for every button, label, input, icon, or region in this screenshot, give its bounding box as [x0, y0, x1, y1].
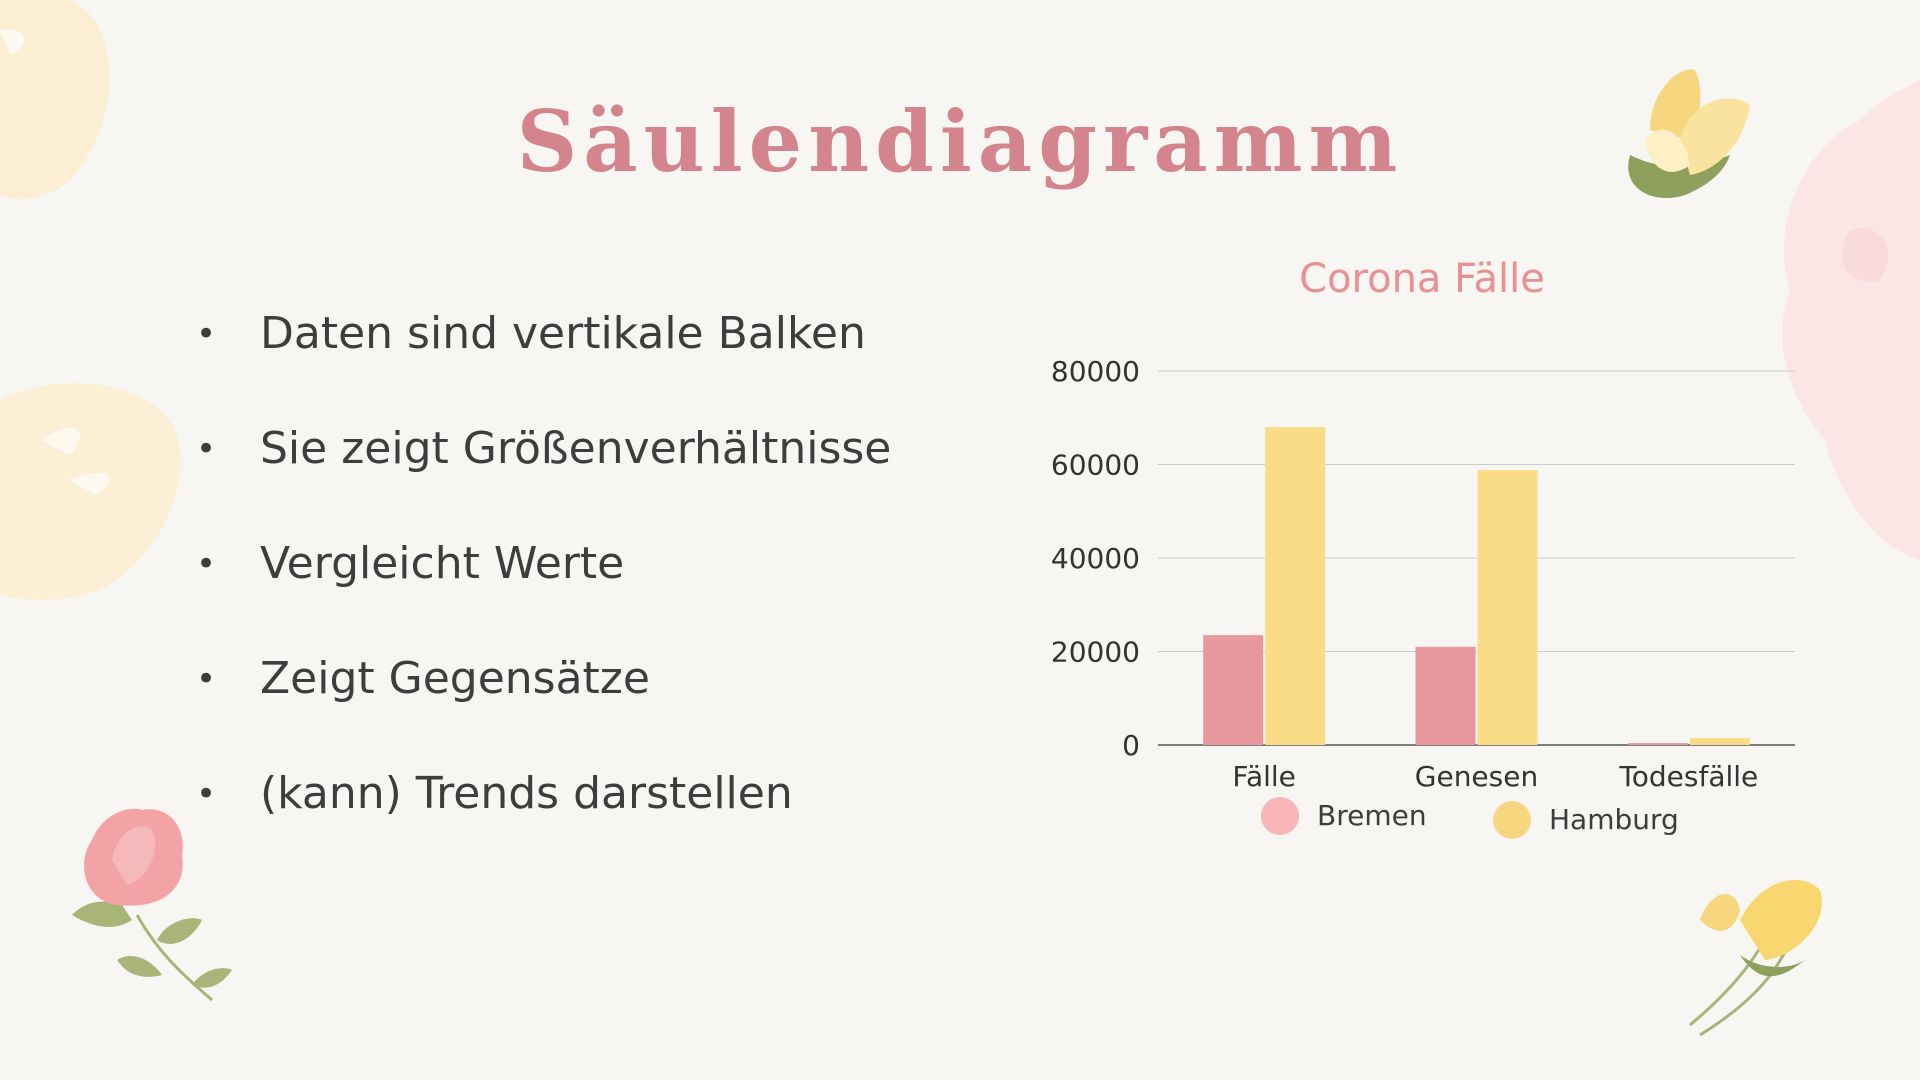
- bullet-item: Vergleicht Werte: [196, 528, 891, 643]
- x-tick-label: Todesfälle: [1618, 760, 1758, 793]
- y-tick-label: 0: [1122, 729, 1140, 762]
- decorative-petal-right: [1782, 80, 1920, 560]
- bar-bremen-0: [1203, 635, 1264, 745]
- chart-title: Corona Fälle: [1299, 256, 1545, 302]
- bullet-item: Zeigt Gegensätze: [196, 643, 891, 758]
- bar-hamburg-1: [1477, 470, 1538, 745]
- x-tick-label: Fälle: [1232, 760, 1295, 793]
- bar-hamburg-0: [1265, 427, 1326, 745]
- y-tick-label: 80000: [1051, 355, 1140, 388]
- x-tick-label: Genesen: [1415, 760, 1538, 793]
- bullet-item: (kann) Trends darstellen: [196, 758, 891, 873]
- y-tick-label: 20000: [1051, 636, 1140, 669]
- yellow-tulips-bottom-right: [1689, 880, 1822, 1037]
- legend-swatch-bremen: [1261, 797, 1299, 835]
- bullet-item: Daten sind vertikale Balken: [196, 298, 891, 413]
- y-tick-label: 60000: [1051, 449, 1140, 482]
- bullet-list: Daten sind vertikale Balken Sie zeigt Gr…: [196, 298, 891, 873]
- bar-bremen-2: [1627, 743, 1688, 745]
- legend-label-hamburg: Hamburg: [1549, 803, 1679, 836]
- legend-label-bremen: Bremen: [1317, 799, 1427, 832]
- decorative-leaf-mid-left: [0, 383, 181, 600]
- slide-title: Säulendiagramm: [516, 92, 1404, 191]
- bullet-item: Sie zeigt Größenverhältnisse: [196, 413, 891, 528]
- bar-chart: Corona Fälle 0 20000 40000 60000 80000 Fälle Ge…: [1051, 256, 1795, 839]
- y-tick-label: 40000: [1051, 542, 1140, 575]
- bar-hamburg-2: [1689, 737, 1750, 745]
- legend-swatch-hamburg: [1493, 801, 1531, 839]
- bar-bremen-1: [1415, 646, 1476, 745]
- decorative-leaf-top-left: [0, 0, 110, 200]
- pink-peony-bottom-left: [72, 808, 232, 1002]
- yellow-tulip-top-right: [1628, 69, 1750, 199]
